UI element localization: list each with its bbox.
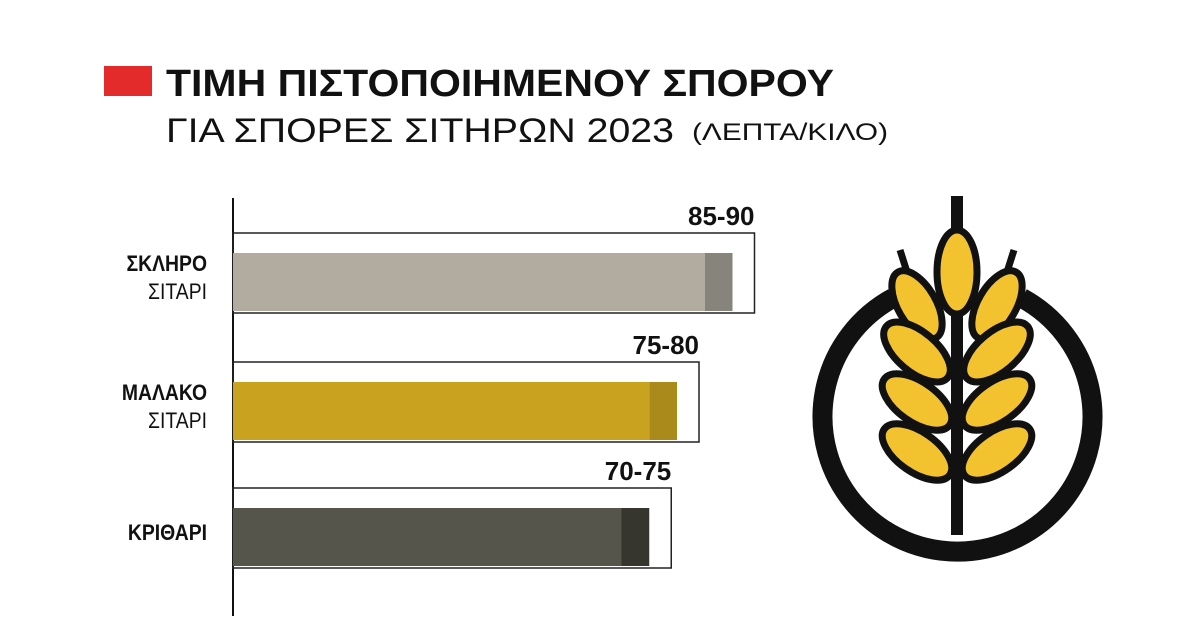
category-label: ΜΑΛΑΚΟ ΣΙΤΑΡΙ xyxy=(121,380,207,433)
value-label: 75-80 xyxy=(633,330,700,360)
title-marker xyxy=(104,66,152,96)
unit-note: (ΛΕΠΤΑ/ΚΙΛΟ) xyxy=(692,119,888,146)
wheat-icon xyxy=(812,196,1103,562)
chart-subtitle: ΓΙΑ ΣΠΟΡΕΣ ΣΙΤΗΡΩΝ 2023 xyxy=(166,112,674,150)
value-label: 70-75 xyxy=(605,456,672,486)
chart-title: ΤΙΜΗ ΠΙΣΤΟΠΟΙΗΜΕΝΟΥ ΣΠΟΡΟΥ xyxy=(166,63,834,105)
bar xyxy=(233,382,650,440)
bar xyxy=(233,508,622,566)
category-label: ΣΚΛΗΡΟ ΣΙΤΑΡΙ xyxy=(126,251,207,304)
bar-range xyxy=(704,253,733,311)
bar-range xyxy=(621,508,650,566)
value-label: 85-90 xyxy=(688,201,755,231)
bar-range xyxy=(649,382,677,440)
bar xyxy=(233,253,705,311)
category-label: ΚΡΙΘΑΡΙ xyxy=(127,520,207,545)
